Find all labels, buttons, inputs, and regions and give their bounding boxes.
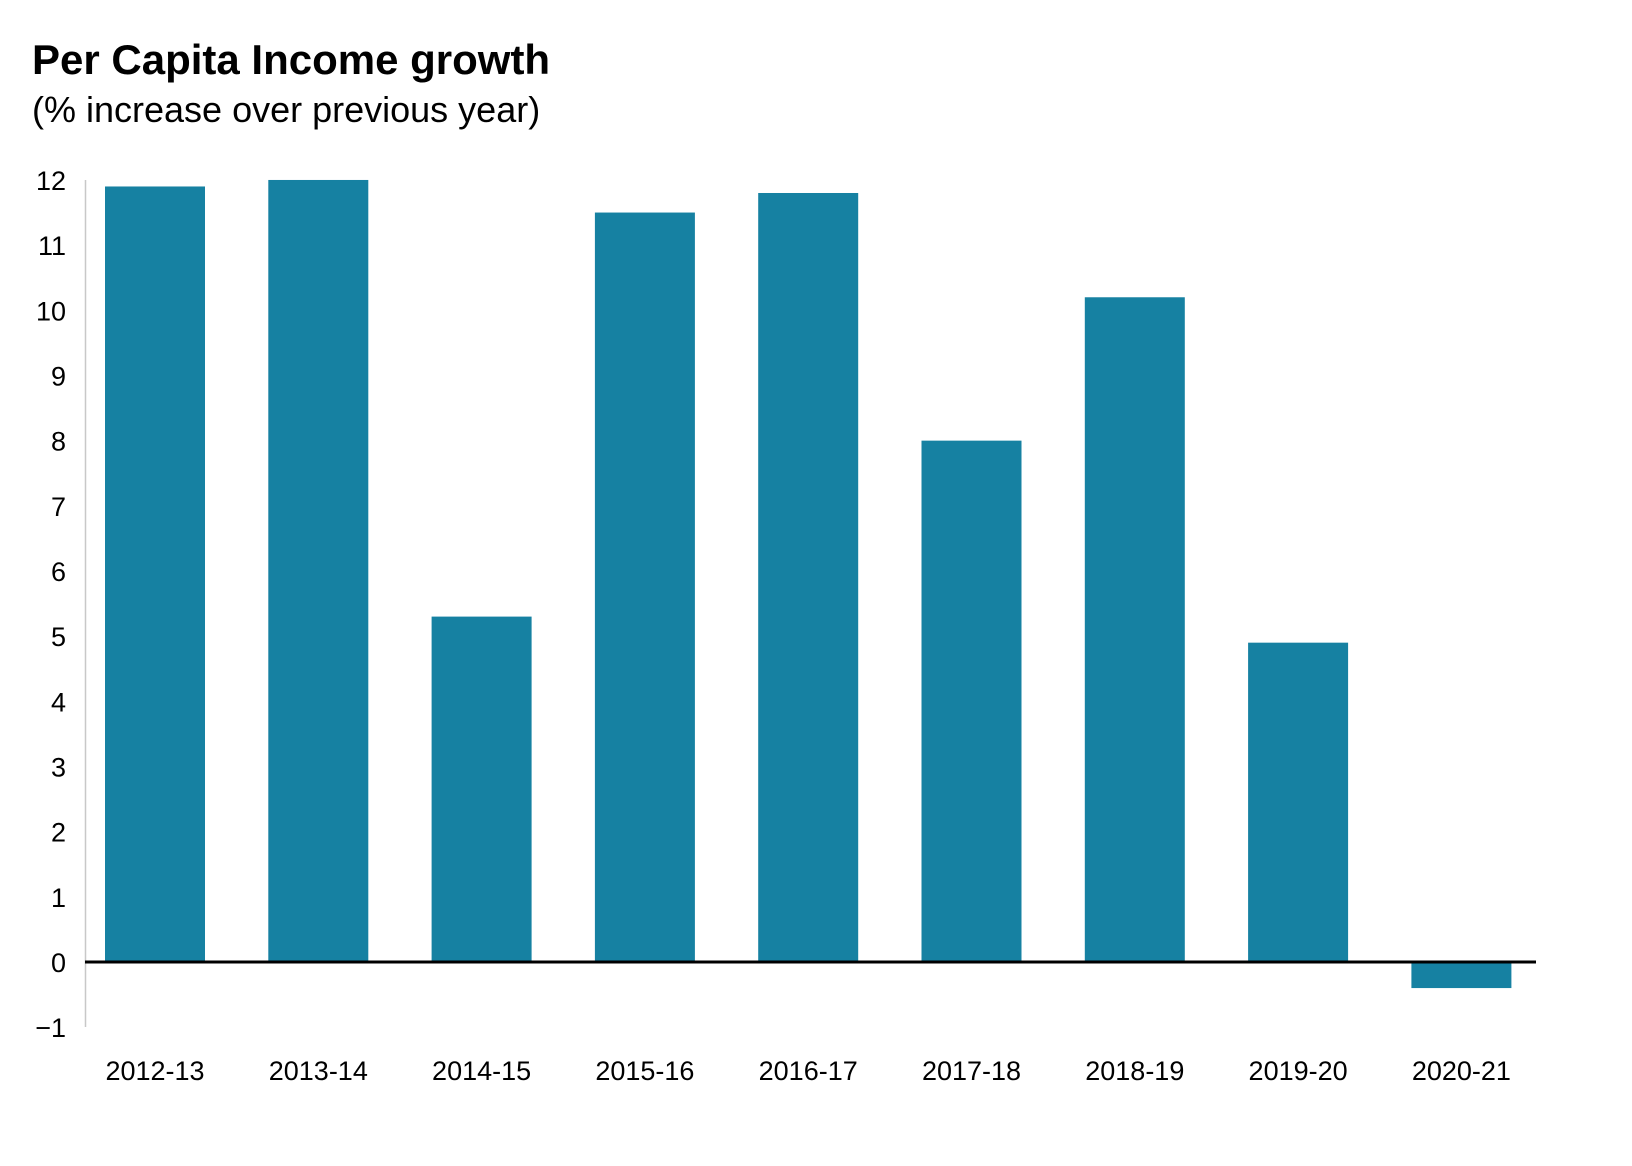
bar-2020-21 xyxy=(1411,962,1512,989)
y-tick-label: 0 xyxy=(51,948,66,978)
x-tick-label: 2019-20 xyxy=(1249,1056,1348,1086)
chart-title: Per Capita Income growth xyxy=(32,36,550,83)
chart-subtitle: (% increase over previous year) xyxy=(32,89,540,130)
bar-2015-16 xyxy=(594,212,695,963)
y-tick-label: 1 xyxy=(51,883,66,913)
x-tick-label: 2014-15 xyxy=(432,1056,531,1086)
y-tick-label: 9 xyxy=(51,361,66,391)
x-tick-label: 2015-16 xyxy=(595,1056,694,1086)
bar-2016-17 xyxy=(758,192,859,962)
bar-2013-14 xyxy=(268,179,369,962)
y-tick-label: 4 xyxy=(51,687,66,717)
y-tick-label: 6 xyxy=(51,557,66,587)
y-tick-label: 3 xyxy=(51,752,66,782)
y-tick-label: 7 xyxy=(51,492,66,522)
x-tick-label: 2020-21 xyxy=(1412,1056,1511,1086)
bar-2012-13 xyxy=(105,186,205,963)
bar-2019-20 xyxy=(1248,642,1349,962)
x-tick-label: 2018-19 xyxy=(1085,1056,1184,1086)
bar-2018-19 xyxy=(1084,297,1185,962)
x-tick-label: 2017-18 xyxy=(922,1056,1021,1086)
bars xyxy=(105,179,1512,989)
x-tick-label: 2016-17 xyxy=(759,1056,858,1086)
y-tick-label: 12 xyxy=(36,166,66,196)
bar-2014-15 xyxy=(431,616,532,962)
y-tick-label: 11 xyxy=(38,231,66,261)
x-tick-label: 2013-14 xyxy=(269,1056,368,1086)
y-tick-label: 2 xyxy=(51,818,66,848)
y-tick-label: −1 xyxy=(35,1013,66,1043)
x-axis: 2012-13 2013-14 2014-15 2015-16 2016-17 2017-… xyxy=(105,1056,1510,1086)
y-tick-label: 10 xyxy=(36,296,66,326)
y-tick-label: 5 xyxy=(51,622,66,652)
x-tick-label: 2012-13 xyxy=(105,1056,204,1086)
y-tick-label: 8 xyxy=(51,427,66,457)
bar-2017-18 xyxy=(921,440,1022,962)
